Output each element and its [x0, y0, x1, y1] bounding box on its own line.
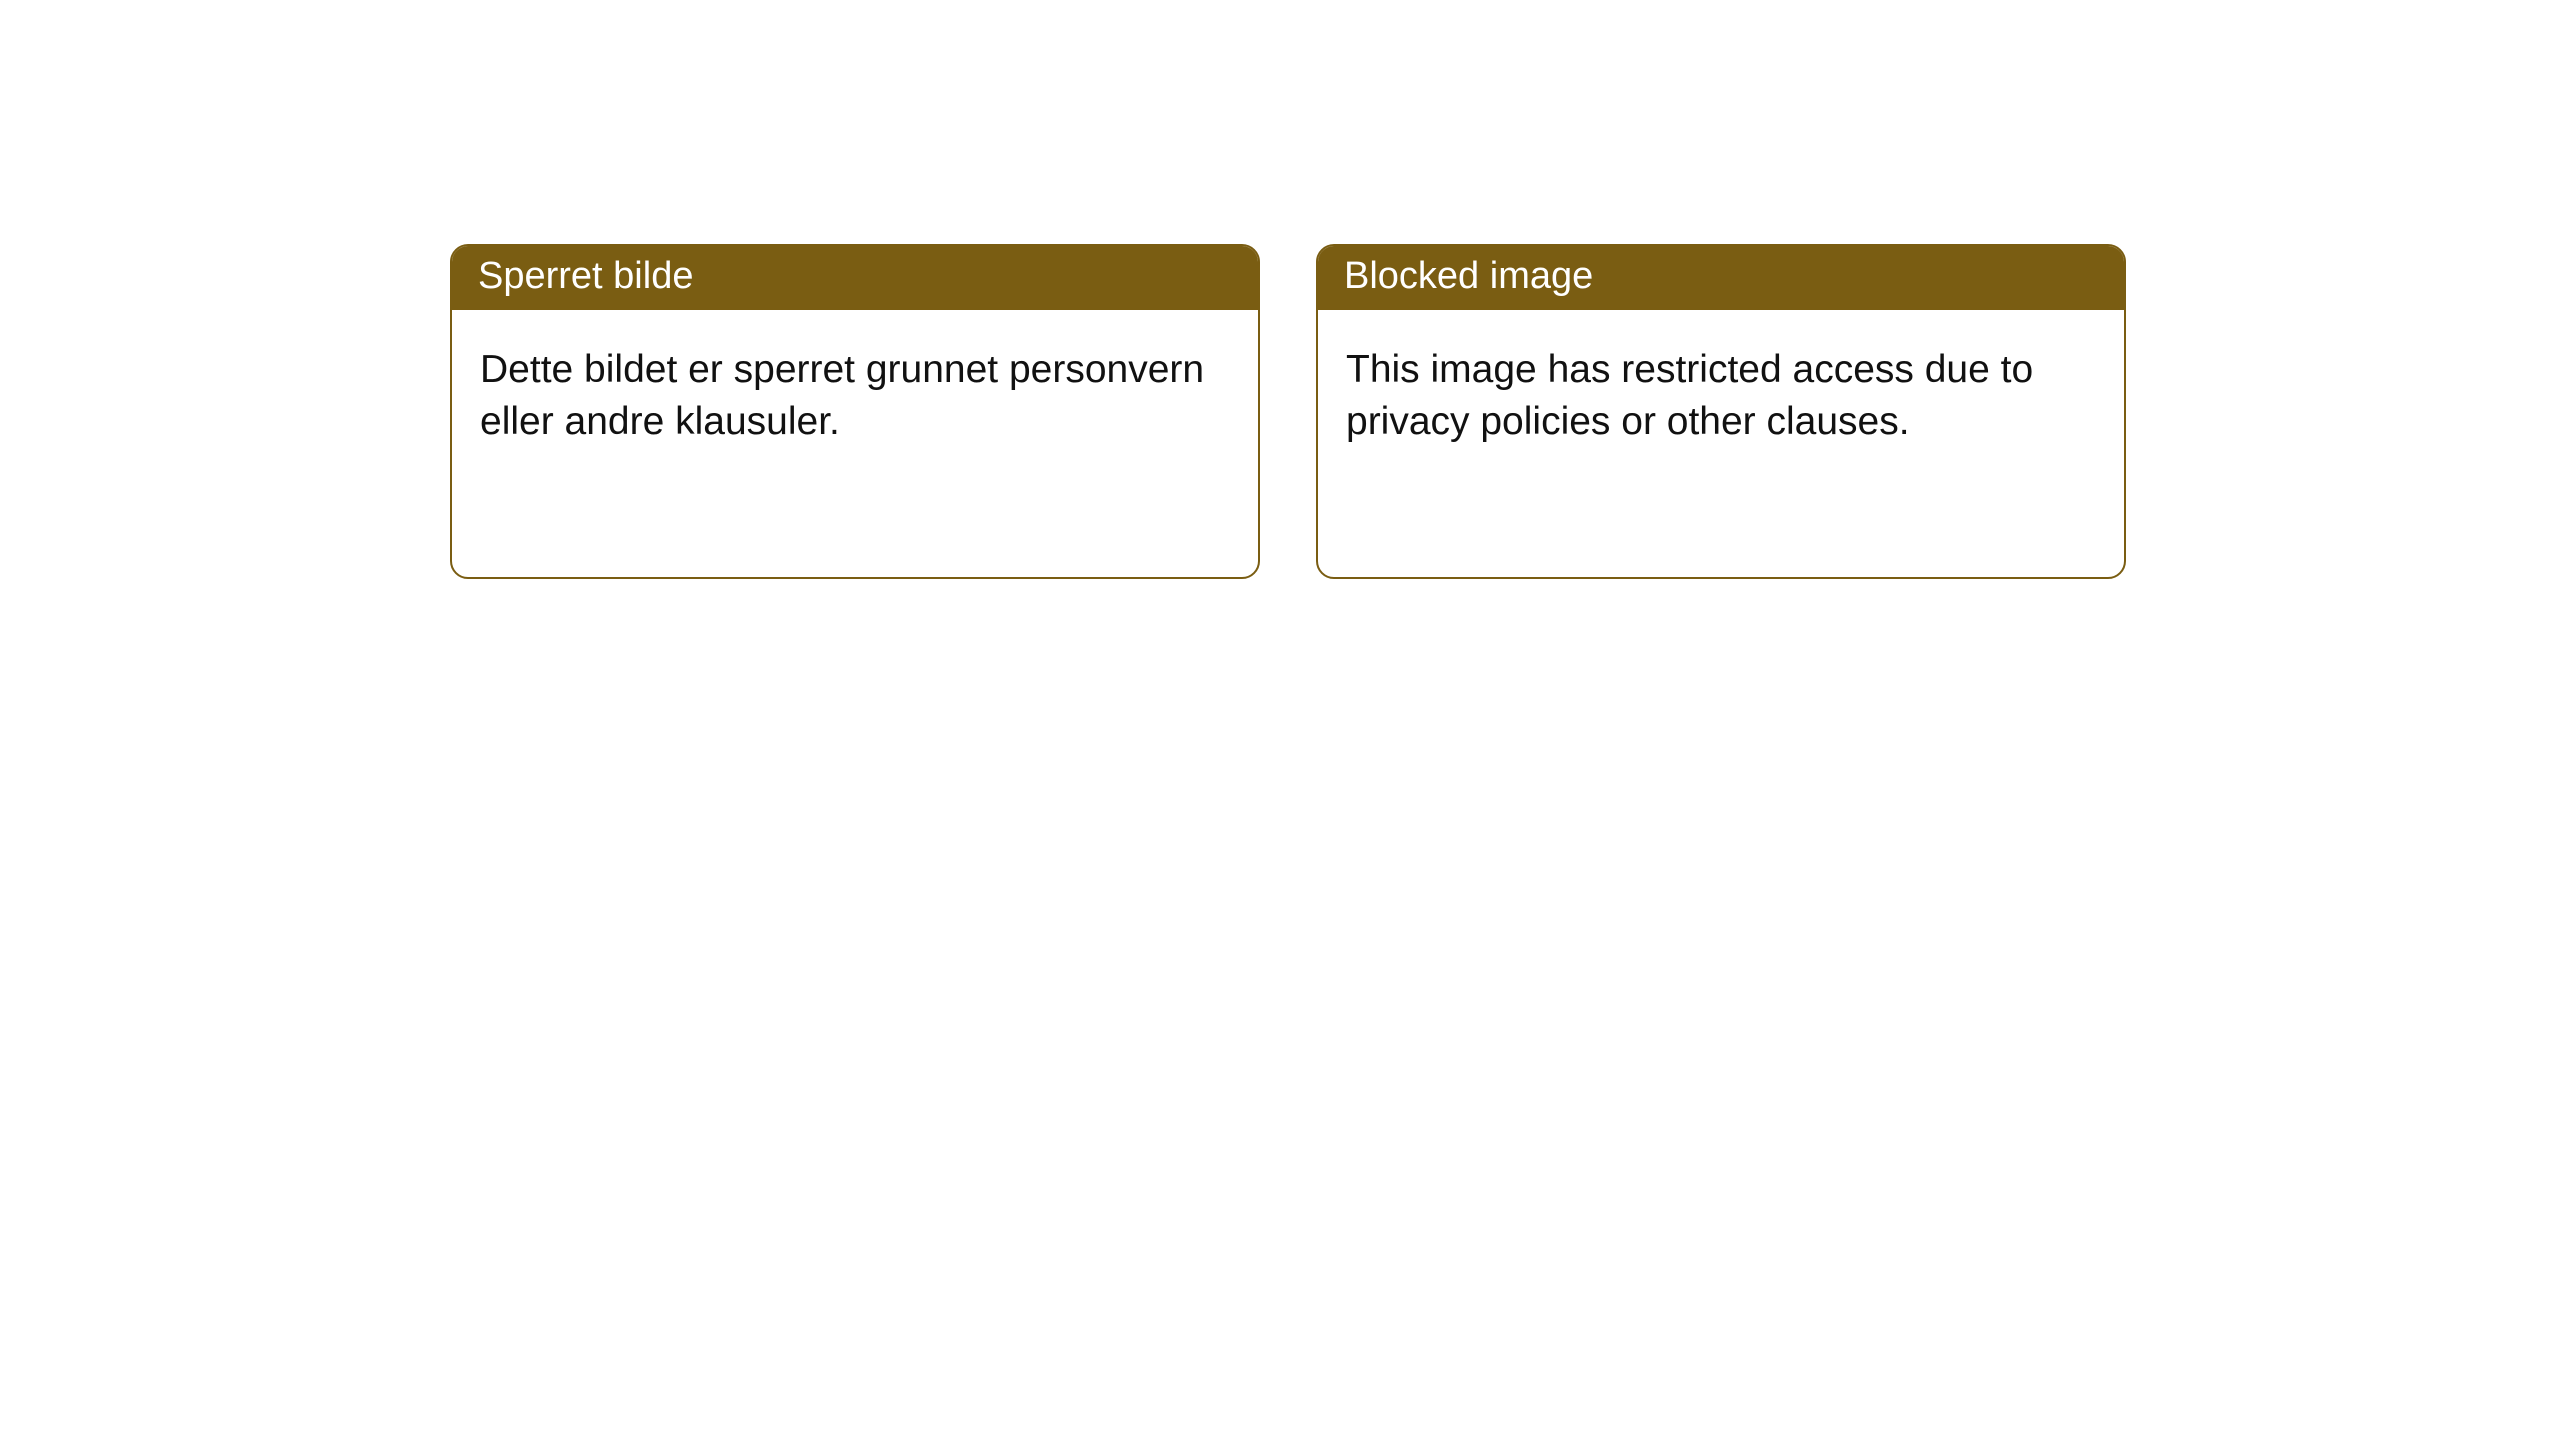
card-title: Sperret bilde	[478, 255, 693, 297]
card-body: This image has restricted access due to …	[1318, 310, 2124, 483]
card-body: Dette bildet er sperret grunnet personve…	[452, 310, 1258, 483]
card-header: Sperret bilde	[452, 246, 1258, 310]
blocked-image-card-no: Sperret bilde Dette bildet er sperret gr…	[450, 244, 1260, 579]
card-body-text: This image has restricted access due to …	[1346, 348, 2033, 444]
blocked-image-card-en: Blocked image This image has restricted …	[1316, 244, 2126, 579]
card-body-text: Dette bildet er sperret grunnet personve…	[480, 348, 1204, 444]
cards-container: Sperret bilde Dette bildet er sperret gr…	[0, 0, 2560, 579]
card-header: Blocked image	[1318, 246, 2124, 310]
card-title: Blocked image	[1344, 255, 1593, 297]
